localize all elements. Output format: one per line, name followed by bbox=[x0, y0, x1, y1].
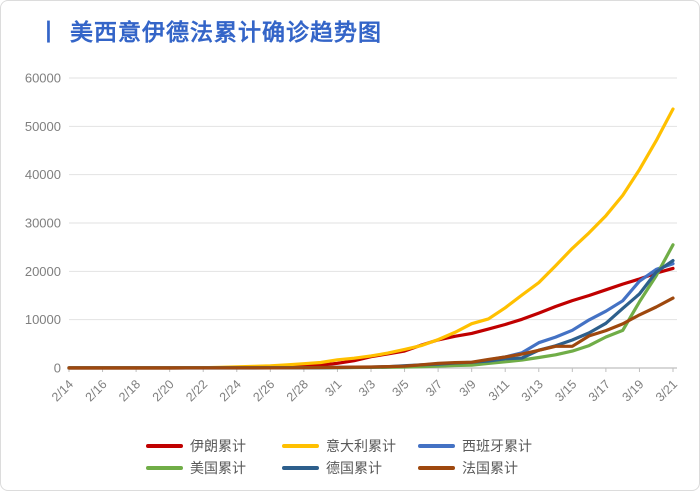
svg-text:2/22: 2/22 bbox=[183, 377, 210, 404]
svg-text:3/7: 3/7 bbox=[423, 377, 445, 399]
iran-series-swatch bbox=[146, 443, 183, 448]
legend-label: 意大利累计 bbox=[326, 437, 396, 454]
legend-item-spain: 西班牙累计 bbox=[418, 435, 554, 456]
svg-text:3/15: 3/15 bbox=[552, 377, 579, 404]
legend-item-france: 法国累计 bbox=[418, 457, 554, 478]
legend-item-germany: 德国累计 bbox=[282, 457, 418, 478]
legend-label: 德国累计 bbox=[326, 459, 382, 476]
legend-label: 美国累计 bbox=[190, 459, 246, 476]
svg-text:2/20: 2/20 bbox=[150, 377, 177, 404]
france-series-swatch bbox=[418, 465, 455, 470]
svg-text:3/5: 3/5 bbox=[389, 377, 411, 399]
svg-text:2/26: 2/26 bbox=[250, 377, 277, 404]
legend-row: 伊朗累计 意大利累计 西班牙累计 bbox=[146, 435, 554, 456]
chart-title-text: 美西意伊德法累计确诊趋势图 bbox=[70, 19, 382, 45]
svg-text:30000: 30000 bbox=[25, 216, 61, 231]
svg-text:3/17: 3/17 bbox=[586, 377, 613, 404]
svg-text:3/21: 3/21 bbox=[653, 377, 680, 404]
svg-text:50000: 50000 bbox=[25, 119, 61, 134]
legend-label: 法国累计 bbox=[462, 459, 518, 476]
italy-series-swatch bbox=[282, 443, 319, 448]
svg-text:40000: 40000 bbox=[25, 167, 61, 182]
svg-text:0: 0 bbox=[54, 361, 61, 376]
legend-label: 伊朗累计 bbox=[190, 437, 246, 454]
legend-row: 美国累计 德国累计 法国累计 bbox=[146, 457, 554, 478]
spain-series-swatch bbox=[418, 443, 455, 448]
legend-item-iran: 伊朗累计 bbox=[146, 435, 282, 456]
svg-text:2/14: 2/14 bbox=[49, 377, 76, 404]
legend-item-italy: 意大利累计 bbox=[282, 435, 418, 456]
legend-label: 西班牙累计 bbox=[462, 437, 532, 454]
svg-text:2/18: 2/18 bbox=[116, 377, 143, 404]
svg-text:2/24: 2/24 bbox=[217, 377, 244, 404]
svg-text:3/9: 3/9 bbox=[457, 377, 479, 399]
legend-item-us: 美国累计 bbox=[146, 457, 282, 478]
germany-series-swatch bbox=[282, 465, 319, 470]
svg-text:20000: 20000 bbox=[25, 264, 61, 279]
svg-text:60000: 60000 bbox=[25, 71, 61, 86]
svg-text:3/11: 3/11 bbox=[486, 377, 512, 403]
svg-text:2/16: 2/16 bbox=[83, 377, 110, 404]
page-title: 丨 美西意伊德法累计确诊趋势图 bbox=[37, 13, 382, 47]
us-series-swatch bbox=[146, 465, 183, 470]
svg-text:3/1: 3/1 bbox=[322, 377, 344, 399]
svg-text:2/28: 2/28 bbox=[284, 377, 311, 404]
svg-text:3/3: 3/3 bbox=[356, 377, 378, 399]
svg-text:10000: 10000 bbox=[25, 312, 61, 327]
chart-legend: 伊朗累计 意大利累计 西班牙累计 美国累计 德国累计 法国累计 bbox=[1, 435, 699, 478]
svg-text:3/13: 3/13 bbox=[519, 377, 546, 404]
title-accent-bar: 丨 bbox=[37, 19, 61, 45]
svg-text:3/19: 3/19 bbox=[619, 377, 646, 404]
